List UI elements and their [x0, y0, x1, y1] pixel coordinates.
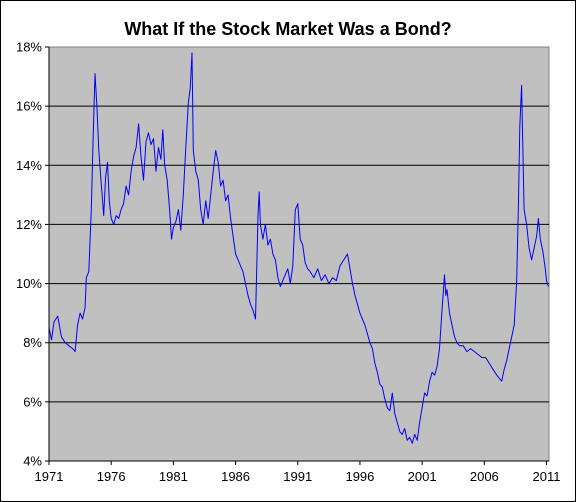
y-tick-label: 4% [23, 454, 42, 469]
y-tick-label: 8% [23, 335, 42, 350]
line-layer [48, 52, 549, 444]
x-tick-label: 1976 [97, 469, 126, 484]
y-tick-label: 10% [16, 276, 42, 291]
axis-layer [45, 46, 549, 465]
y-tick-label: 18% [16, 40, 42, 55]
y-tick-label: 12% [16, 217, 42, 232]
x-tick-label: 1971 [35, 469, 64, 484]
plot-area [48, 46, 550, 462]
y-tick-label: 16% [16, 99, 42, 114]
y-tick-label: 14% [16, 158, 42, 173]
x-tick-label: 1996 [345, 469, 374, 484]
x-tick-label: 1991 [283, 469, 312, 484]
x-tick-label: 2001 [408, 469, 437, 484]
chart-title: What If the Stock Market Was a Bond? [124, 19, 451, 39]
x-tick-label: 1981 [159, 469, 188, 484]
x-tick-label: 2011 [533, 469, 561, 484]
x-tick-label: 2006 [470, 469, 499, 484]
x-tick-label: 1986 [221, 469, 250, 484]
series-line [48, 52, 549, 444]
y-tick-label: 6% [23, 394, 42, 409]
tick-layer: 4% 6% 8% 10% 12% 14% 16% 18% 1971 1976 1981 1986 199… [16, 40, 561, 485]
